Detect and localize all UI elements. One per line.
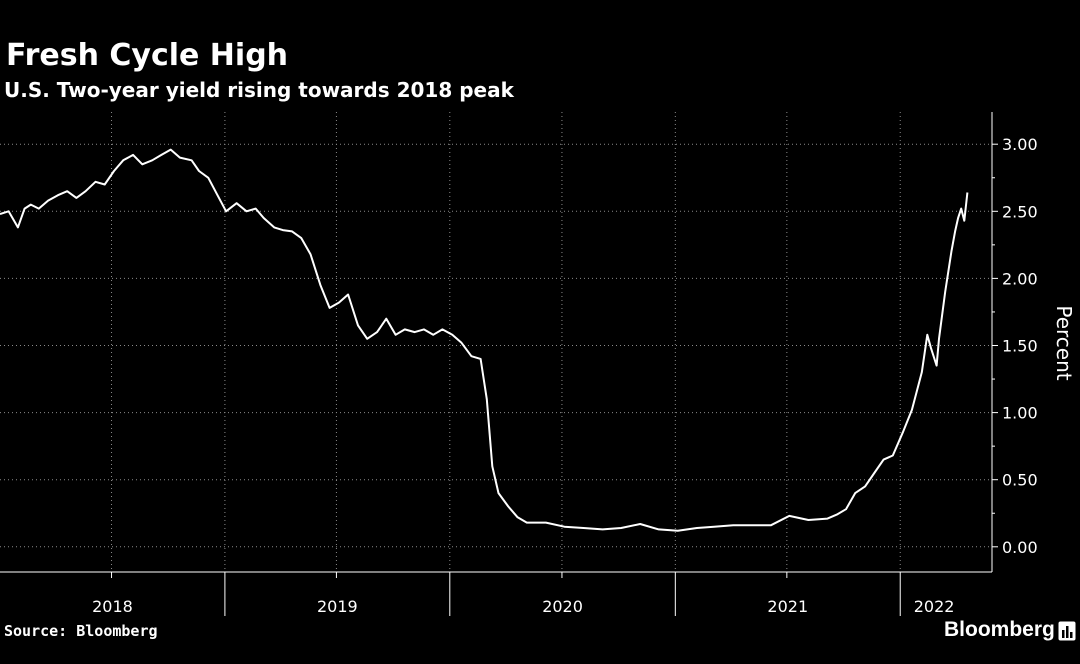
x-tick-label: 2022: [914, 597, 955, 616]
y-axis-title: Percent: [1052, 305, 1076, 380]
x-tick-label: 2021: [767, 597, 808, 616]
y-tick-label: 1.50: [1002, 337, 1038, 356]
tick-labels: 0.00 0.50 1.00 1.50 2.00 2.50 3.00 2018 2019 2020…: [92, 135, 1076, 616]
x-tick-label: 2018: [92, 597, 133, 616]
y-tick-label: 2.00: [1002, 269, 1038, 288]
source-note: Source: Bloomberg: [4, 622, 158, 640]
x-tick-label: 2019: [317, 597, 358, 616]
y-tick-label: 0.00: [1002, 538, 1038, 557]
chart-subtitle: U.S. Two-year yield rising towards 2018 …: [4, 78, 514, 102]
y-tick-label: 3.00: [1002, 135, 1038, 154]
yield-series-line: [0, 148, 969, 532]
axes: [0, 112, 998, 616]
chart-title: Fresh Cycle High: [6, 38, 289, 73]
x-tick-label: 2020: [542, 597, 583, 616]
y-tick-label: 0.50: [1002, 471, 1038, 490]
y-tick-label: 2.50: [1002, 202, 1038, 221]
bloomberg-logo: Bloomberg: [944, 618, 1055, 641]
bloomberg-mark-icon: [1058, 621, 1076, 641]
gridlines: [0, 112, 992, 572]
y-tick-label: 1.00: [1002, 404, 1038, 423]
series-layer: [0, 148, 969, 532]
